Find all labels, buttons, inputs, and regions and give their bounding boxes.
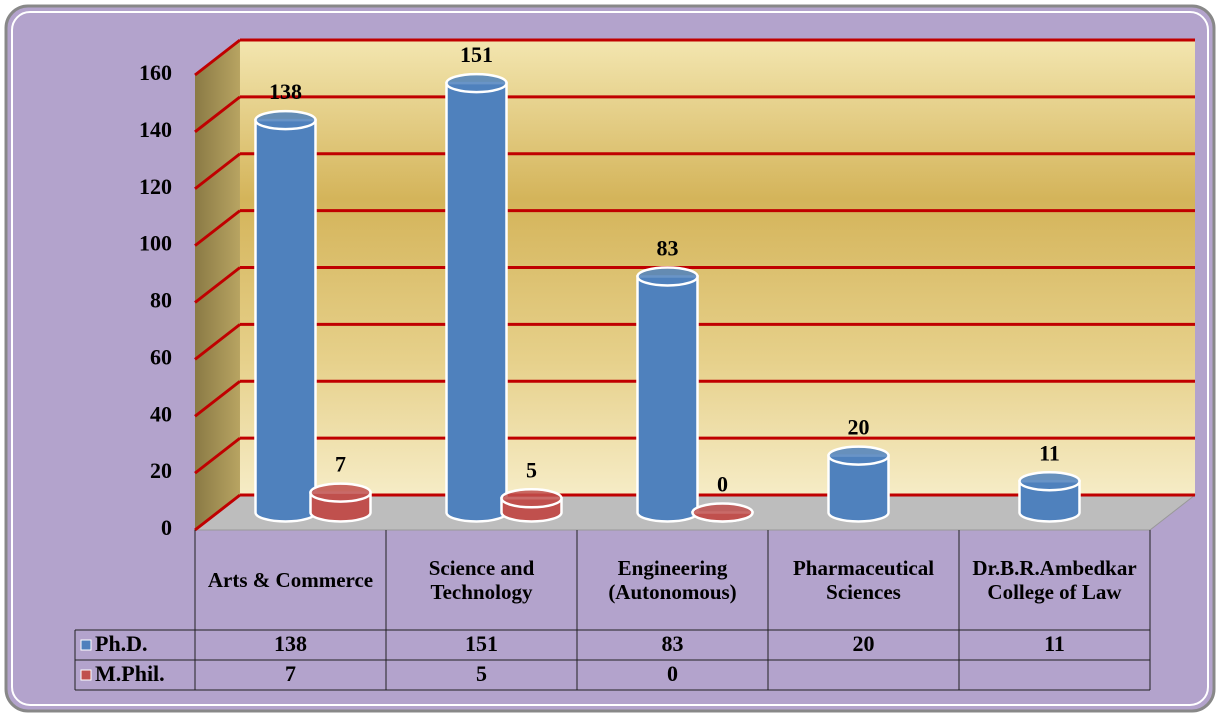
category-label: Dr.B.R.Ambedkar College of Law bbox=[972, 556, 1137, 604]
y-tick-label: 80 bbox=[150, 288, 172, 313]
y-tick-label: 100 bbox=[139, 231, 172, 256]
cylinder-top bbox=[827, 445, 890, 466]
cylinder-top bbox=[1018, 470, 1081, 492]
frame-inner bbox=[11, 11, 1209, 706]
cylinder-top bbox=[500, 488, 563, 509]
data-label: 151 bbox=[460, 42, 493, 67]
table-value: 138 bbox=[274, 631, 307, 656]
cylinder-top bbox=[254, 109, 317, 131]
y-tick-label: 40 bbox=[150, 401, 172, 426]
category-label-box: Pharmaceutical Sciences bbox=[792, 556, 935, 604]
category-label-box: Engineering (Autonomous) bbox=[608, 556, 737, 604]
cylinder bbox=[445, 81, 508, 523]
grid-line-side bbox=[194, 323, 241, 361]
table-value: 151 bbox=[465, 631, 498, 656]
grid-line-side bbox=[194, 152, 241, 190]
data-label: 0 bbox=[717, 472, 728, 497]
category-label: Engineering (Autonomous) bbox=[608, 556, 737, 604]
category-label-box: Science and Technology bbox=[428, 556, 535, 604]
table-value: 5 bbox=[476, 661, 487, 686]
grid-line-side bbox=[194, 209, 241, 247]
grid-line-side bbox=[194, 493, 241, 532]
data-label: 20 bbox=[848, 415, 870, 440]
category-label: Pharmaceutical Sciences bbox=[792, 556, 935, 604]
y-tick-label: 140 bbox=[139, 117, 172, 142]
legend-label: Ph.D. bbox=[95, 631, 148, 656]
data-table: Arts & Commerce Science and Technology Eng… bbox=[74, 530, 1151, 691]
grid-line-side bbox=[194, 266, 241, 304]
marks: 138 7 151 5 83 0 20 11 bbox=[254, 42, 1081, 523]
y-tick-label: 20 bbox=[150, 458, 172, 483]
data-label: 7 bbox=[335, 452, 346, 477]
legend-label: M.Phil. bbox=[95, 661, 165, 686]
category-label-box: Dr.B.R.Ambedkar College of Law bbox=[972, 556, 1137, 604]
category-label-box: Arts & Commerce bbox=[207, 568, 374, 592]
category-label: Science and Technology bbox=[428, 556, 535, 604]
cylinder-top bbox=[445, 72, 508, 94]
data-label: 83 bbox=[657, 236, 679, 261]
cylinder-top bbox=[636, 266, 699, 287]
y-tick-label: 60 bbox=[150, 344, 172, 369]
cylinder-top bbox=[691, 502, 754, 523]
category-label: Arts & Commerce bbox=[207, 568, 374, 592]
table-value: 0 bbox=[667, 661, 678, 686]
legend-swatch bbox=[80, 639, 92, 651]
grid-line-side bbox=[194, 38, 241, 77]
cylinder-top bbox=[309, 482, 372, 503]
y-tick-label: 0 bbox=[161, 515, 172, 540]
cylinder bbox=[254, 118, 317, 523]
cylinder bbox=[1018, 479, 1081, 523]
data-label: 138 bbox=[269, 79, 302, 104]
table-value: 83 bbox=[662, 631, 684, 656]
data-label: 11 bbox=[1039, 440, 1060, 465]
data-label: 5 bbox=[526, 457, 537, 482]
cylinder bbox=[636, 275, 699, 523]
table-value: 7 bbox=[285, 661, 296, 686]
table-value: 20 bbox=[853, 631, 875, 656]
grid-line-side bbox=[194, 436, 241, 475]
grid-line-side bbox=[194, 380, 241, 418]
legend-swatch bbox=[80, 669, 92, 681]
table-value: 11 bbox=[1044, 631, 1065, 656]
cylinder bbox=[827, 454, 890, 523]
grid: 0 20 40 60 80 100 120 140 160 bbox=[139, 38, 1195, 540]
grid-line-side bbox=[194, 95, 241, 134]
y-tick-label: 120 bbox=[139, 174, 172, 199]
y-tick-label: 160 bbox=[139, 60, 172, 85]
